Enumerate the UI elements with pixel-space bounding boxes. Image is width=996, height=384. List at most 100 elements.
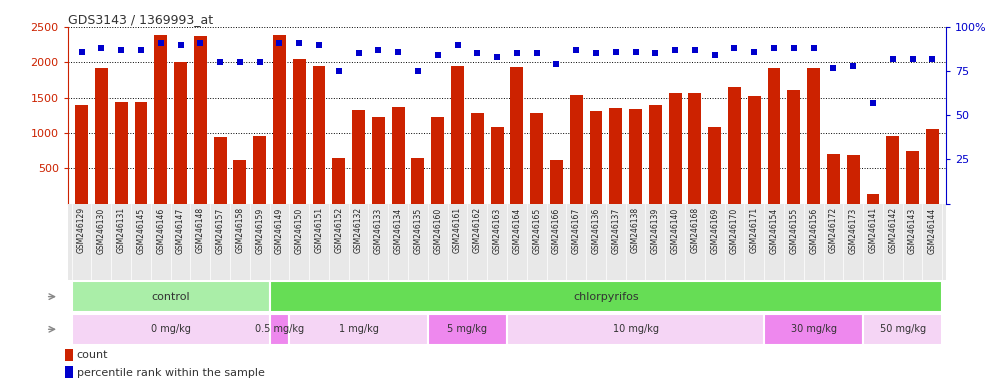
Bar — [391, 107, 404, 204]
Bar — [115, 102, 127, 204]
Text: GSM246154: GSM246154 — [770, 207, 779, 253]
Point — [232, 59, 248, 65]
Point — [667, 47, 683, 53]
Point — [390, 48, 406, 55]
Bar — [75, 104, 88, 204]
Bar — [431, 118, 444, 204]
Bar — [72, 314, 270, 345]
Text: percentile rank within the sample: percentile rank within the sample — [77, 367, 265, 377]
Bar — [72, 281, 270, 312]
Text: GSM246146: GSM246146 — [156, 207, 165, 253]
Point — [331, 68, 347, 74]
Text: GSM246164: GSM246164 — [512, 207, 521, 253]
Text: GSM246141: GSM246141 — [869, 207, 877, 253]
Text: GSM246145: GSM246145 — [136, 207, 145, 253]
Text: GSM246168: GSM246168 — [690, 207, 699, 253]
Text: GSM246144: GSM246144 — [928, 207, 937, 253]
Text: 50 mg/kg: 50 mg/kg — [879, 324, 925, 334]
Bar — [293, 59, 306, 204]
Text: GSM246133: GSM246133 — [374, 207, 382, 253]
Point — [687, 47, 703, 53]
Bar — [847, 155, 860, 204]
Bar — [65, 349, 73, 361]
Bar — [194, 36, 207, 204]
Point — [884, 56, 900, 62]
Point — [509, 50, 525, 56]
Point — [291, 40, 307, 46]
Bar — [411, 158, 424, 204]
Text: GSM246150: GSM246150 — [295, 207, 304, 253]
Bar — [214, 137, 226, 204]
Text: GSM246143: GSM246143 — [908, 207, 917, 253]
Point — [529, 50, 545, 56]
Text: GSM246163: GSM246163 — [493, 207, 502, 253]
Text: GSM246157: GSM246157 — [215, 207, 224, 253]
Bar — [253, 136, 266, 204]
Point — [726, 45, 742, 51]
Point — [94, 45, 110, 51]
Text: GSM246137: GSM246137 — [612, 207, 621, 253]
Point — [410, 68, 426, 74]
Bar — [886, 136, 899, 204]
Point — [806, 45, 822, 51]
Point — [647, 50, 663, 56]
Point — [469, 50, 485, 56]
Point — [627, 48, 643, 55]
Text: GSM246138: GSM246138 — [631, 207, 640, 253]
Bar — [154, 35, 167, 204]
Text: GSM246156: GSM246156 — [809, 207, 818, 253]
Point — [429, 52, 445, 58]
Text: GSM246167: GSM246167 — [572, 207, 581, 253]
Text: GSM246149: GSM246149 — [275, 207, 284, 253]
Bar — [270, 281, 942, 312]
Bar — [668, 93, 681, 204]
Text: GSM246172: GSM246172 — [829, 207, 838, 253]
Text: 5 mg/kg: 5 mg/kg — [447, 324, 487, 334]
Text: GSM246132: GSM246132 — [354, 207, 364, 253]
Bar — [507, 314, 764, 345]
Bar — [649, 105, 661, 204]
Text: GSM246151: GSM246151 — [315, 207, 324, 253]
Bar — [807, 68, 820, 204]
Bar — [570, 95, 583, 204]
Bar — [95, 68, 108, 204]
Point — [449, 41, 465, 48]
Bar — [353, 109, 365, 204]
Bar — [273, 35, 286, 204]
Text: GSM246131: GSM246131 — [117, 207, 125, 253]
Text: GSM246169: GSM246169 — [710, 207, 719, 253]
Bar — [590, 111, 603, 204]
Bar — [270, 314, 289, 345]
Text: GSM246170: GSM246170 — [730, 207, 739, 253]
Point — [865, 100, 880, 106]
Bar — [233, 160, 246, 204]
Text: GSM246140: GSM246140 — [670, 207, 679, 253]
Point — [74, 48, 90, 55]
Text: GSM246147: GSM246147 — [176, 207, 185, 253]
Bar — [471, 113, 484, 204]
Bar — [768, 68, 781, 204]
Bar — [65, 366, 73, 379]
Text: GSM246136: GSM246136 — [592, 207, 601, 253]
Point — [114, 47, 129, 53]
Point — [924, 56, 940, 62]
Bar — [333, 158, 346, 204]
Text: GSM246139: GSM246139 — [650, 207, 660, 253]
Point — [549, 61, 565, 67]
Bar — [728, 87, 741, 204]
Text: 0 mg/kg: 0 mg/kg — [150, 324, 190, 334]
Text: GSM246142: GSM246142 — [888, 207, 897, 253]
Bar — [491, 126, 504, 204]
Text: 1 mg/kg: 1 mg/kg — [339, 324, 378, 334]
Point — [272, 40, 288, 46]
Text: GSM246158: GSM246158 — [235, 207, 244, 253]
Text: chlorpyrifos: chlorpyrifos — [573, 291, 638, 302]
Bar — [451, 66, 464, 204]
Text: GSM246134: GSM246134 — [393, 207, 402, 253]
Point — [311, 41, 327, 48]
Point — [846, 63, 862, 69]
Text: GSM246135: GSM246135 — [413, 207, 422, 253]
Text: GSM246162: GSM246162 — [473, 207, 482, 253]
Point — [252, 59, 268, 65]
Point — [192, 40, 208, 46]
